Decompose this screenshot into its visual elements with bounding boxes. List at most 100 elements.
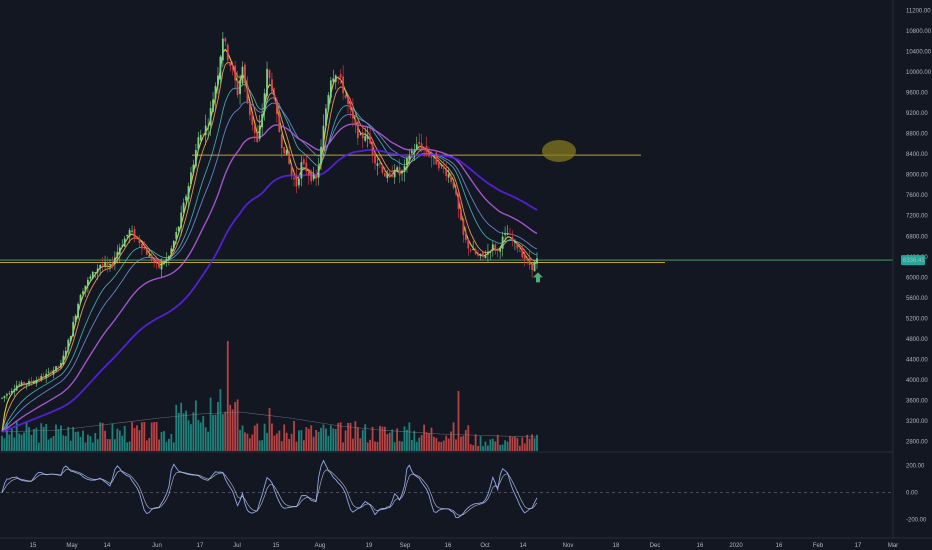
- candle-body: [322, 125, 325, 150]
- candle-body: [283, 147, 286, 154]
- price-tick-label: 8400.00: [906, 152, 928, 158]
- candle-body: [325, 108, 327, 127]
- volume-bar: [521, 437, 524, 451]
- candle-body: [180, 212, 183, 228]
- volume-bar: [42, 426, 45, 451]
- candle-body: [536, 258, 538, 264]
- candle-body: [435, 152, 438, 165]
- volume-bar: [285, 432, 288, 451]
- volume-bar: [447, 438, 450, 451]
- candle-body: [393, 170, 396, 178]
- volume-bar: [199, 422, 202, 451]
- volume-bar: [258, 440, 261, 451]
- volume-bar: [371, 426, 374, 451]
- volume-bar: [116, 428, 119, 451]
- date-tick-label: 16: [776, 543, 783, 549]
- candle-body: [518, 250, 521, 252]
- candle-body: [185, 196, 187, 201]
- candle-body: [349, 102, 352, 110]
- candle-body: [172, 240, 175, 249]
- price-tick-label: 4400.00: [906, 358, 928, 364]
- volume-bar: [283, 424, 286, 451]
- candle-body: [452, 181, 455, 188]
- volume-ma-line: [1, 411, 538, 438]
- volume-bar: [369, 439, 372, 451]
- candle-body: [307, 171, 310, 176]
- volume-bar: [104, 430, 106, 451]
- candle-body: [383, 173, 386, 177]
- volume-bar: [187, 420, 190, 451]
- volume-bar: [13, 437, 16, 451]
- volume-bar: [234, 402, 237, 451]
- candle-body: [327, 94, 330, 110]
- candle-body: [499, 248, 502, 252]
- volume-bar: [155, 421, 158, 451]
- volume-bar: [20, 434, 23, 451]
- candle-body: [109, 263, 111, 265]
- price-tick-label: 3600.00: [906, 399, 928, 405]
- volume-bar: [418, 437, 421, 451]
- volume-bar: [23, 432, 25, 451]
- candle-body: [258, 125, 261, 139]
- candle-body: [121, 245, 124, 247]
- candle-body: [273, 94, 276, 99]
- candle-body: [50, 371, 52, 374]
- volume-bar: [401, 441, 403, 451]
- volume-bar: [415, 441, 418, 451]
- candle-body: [514, 240, 516, 243]
- volume-bar: [167, 438, 170, 451]
- candle-body: [158, 260, 160, 268]
- candle-body: [6, 394, 8, 396]
- volume-bar: [273, 435, 276, 451]
- volume-bar: [491, 438, 494, 451]
- candle-body: [310, 172, 313, 182]
- candle-body: [388, 172, 391, 177]
- candle-body: [59, 363, 62, 367]
- date-tick-label: 14: [104, 543, 111, 549]
- candle-body: [99, 265, 102, 269]
- candle-body: [317, 166, 320, 178]
- volume-bar: [256, 423, 259, 451]
- volume-bar: [408, 422, 411, 451]
- volume-bar: [217, 401, 219, 451]
- candle-body: [153, 259, 156, 263]
- candle-body: [415, 144, 418, 149]
- candle-body: [133, 229, 136, 239]
- volume-bar: [428, 433, 430, 451]
- volume-bar: [185, 410, 187, 451]
- candle-body: [104, 262, 106, 266]
- volume-bar: [457, 391, 460, 451]
- candle-body: [413, 150, 416, 154]
- volume-bar: [89, 436, 92, 451]
- volume-bar: [30, 435, 33, 451]
- date-tick-label: Nov: [563, 543, 574, 549]
- moving-averages: [1, 48, 538, 433]
- price-tick-label: 10400.00: [906, 49, 932, 55]
- volume-bar: [69, 440, 72, 451]
- candle-body: [437, 162, 440, 169]
- volume-bar: [128, 441, 131, 451]
- volume-bar: [64, 436, 67, 451]
- date-tick-label: 18: [613, 543, 620, 549]
- volume-bar: [244, 432, 246, 451]
- candle-body: [381, 165, 384, 173]
- volume-bar: [450, 431, 453, 451]
- volume-bar: [383, 426, 386, 451]
- candle-body: [487, 251, 489, 255]
- volume-bar: [455, 439, 457, 451]
- candle-body: [197, 137, 200, 150]
- candle-body: [234, 65, 237, 81]
- candle-body: [143, 248, 146, 250]
- candle-body: [359, 134, 362, 136]
- volume-bar: [109, 439, 111, 451]
- volume-bar: [482, 446, 484, 451]
- ema-mid-line: [1, 61, 538, 432]
- candle-body: [457, 194, 460, 209]
- volume-bar: [18, 433, 21, 451]
- candle-body: [37, 378, 40, 380]
- candle-body: [57, 365, 60, 367]
- volume-bar: [192, 412, 195, 451]
- candle-body: [379, 163, 381, 165]
